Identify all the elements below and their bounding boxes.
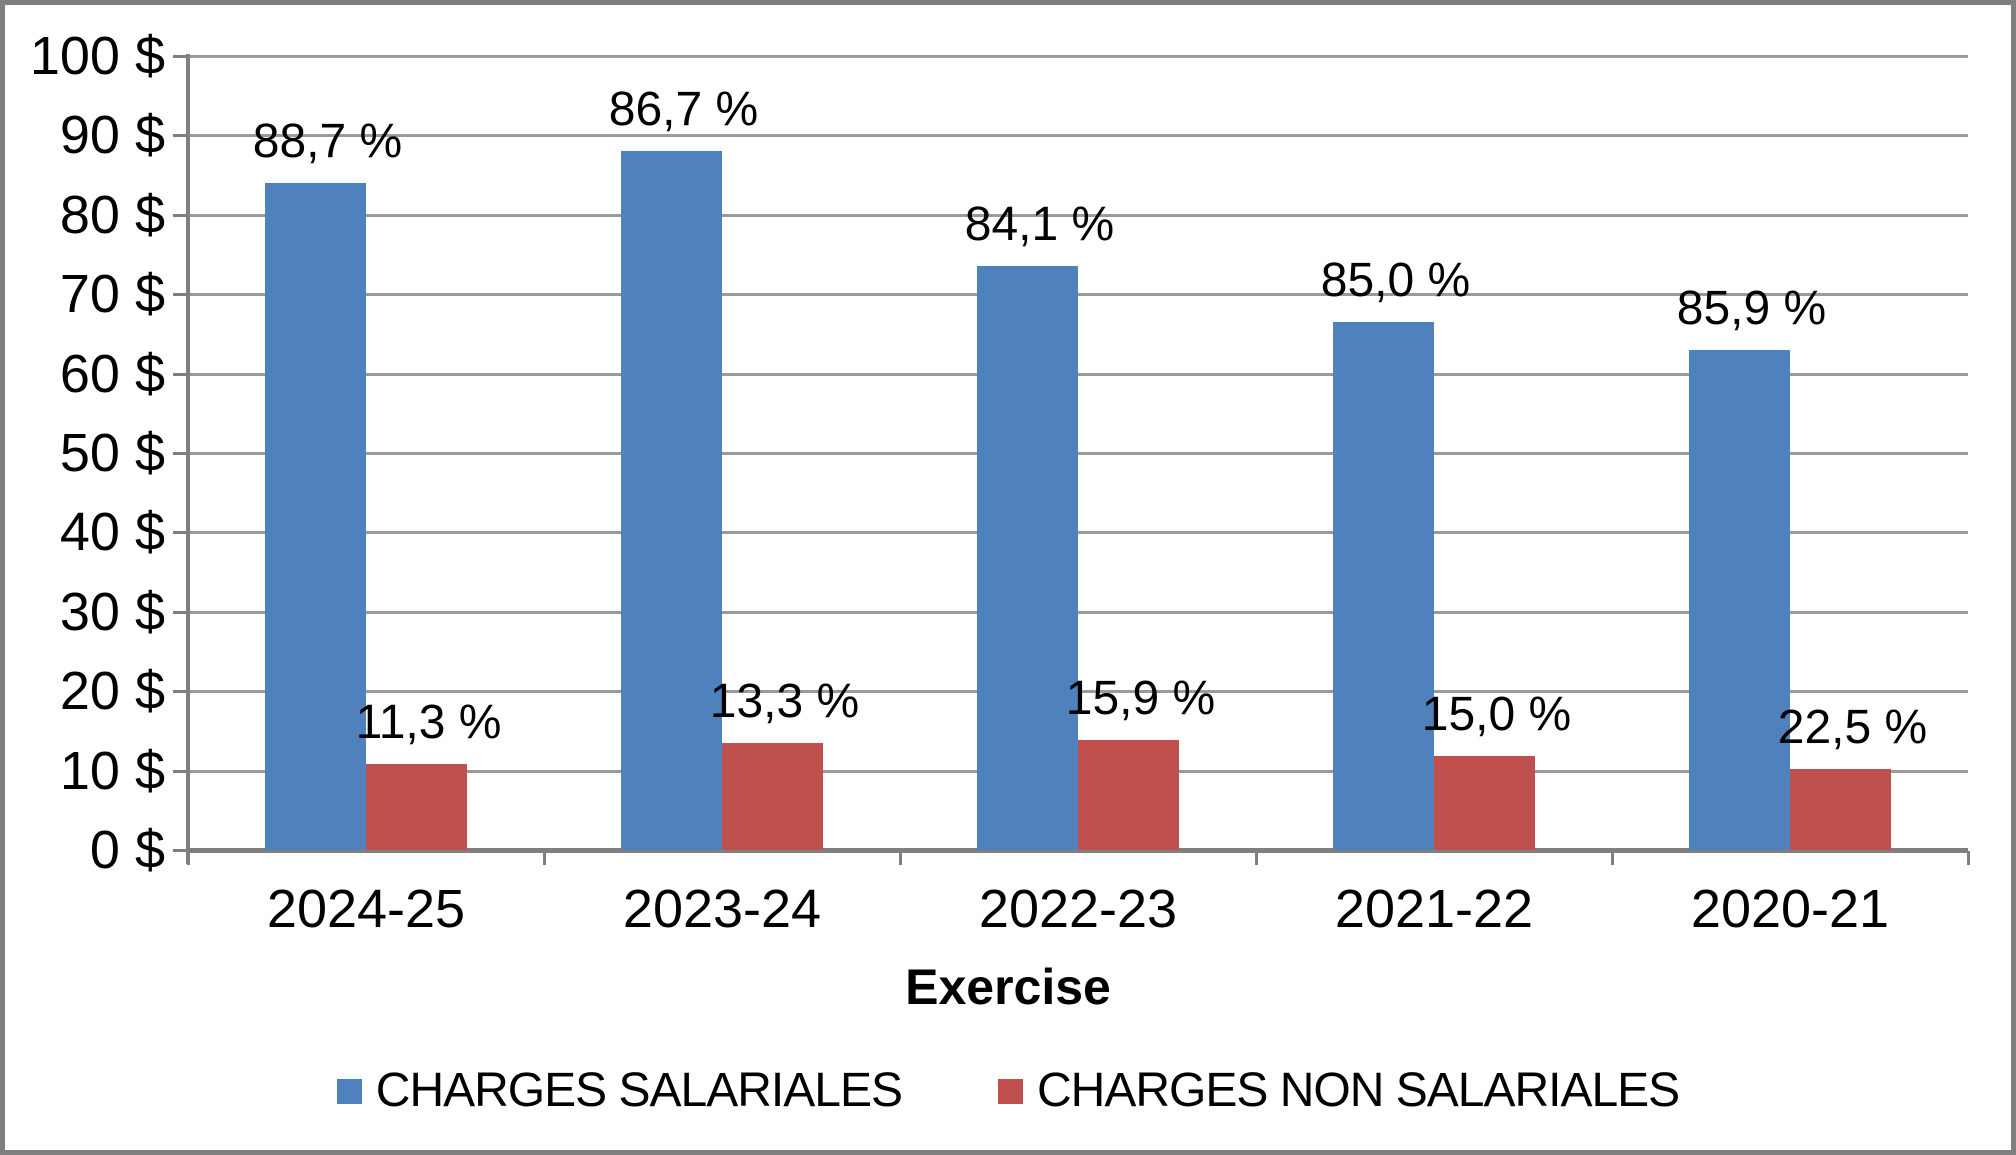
x-axis-title: Exercise: [905, 959, 1111, 1015]
gridline: [188, 531, 1968, 535]
gridline: [188, 134, 1968, 138]
y-tick: [173, 690, 188, 694]
bar-charges-salariales: [621, 151, 722, 850]
x-tick-label: 2023-24: [622, 879, 822, 939]
gridline: [188, 690, 1968, 694]
bar-charges-salariales: [977, 266, 1078, 850]
y-tick-label: 70 $: [59, 264, 165, 325]
gridline: [188, 55, 1968, 58]
gridline: [188, 213, 1968, 217]
y-tick: [173, 769, 188, 773]
legend-item: CHARGES SALARIALES: [336, 1063, 903, 1119]
data-label-charges-non-salariales: 11,3 %: [355, 696, 502, 750]
y-tick-label: 30 $: [59, 581, 165, 642]
data-label-charges-non-salariales: 15,9 %: [1065, 672, 1216, 726]
x-tick: [543, 851, 546, 865]
y-tick: [173, 372, 188, 376]
gridline: [188, 610, 1968, 614]
bar-charges-non-salariales: [1790, 769, 1891, 850]
data-label-charges-salariales: 86,7 %: [608, 83, 759, 137]
x-tick-label: 2021-22: [1334, 879, 1534, 939]
y-tick-label: 40 $: [59, 502, 165, 563]
x-tick: [187, 851, 190, 865]
y-tick: [173, 849, 188, 852]
legend-swatch-icon: [998, 1078, 1023, 1104]
y-tick-label: 80 $: [59, 184, 165, 245]
gridline: [188, 293, 1968, 297]
y-tick: [173, 610, 188, 614]
gridline: [188, 452, 1968, 455]
data-label-charges-non-salariales: 22,5 %: [1777, 701, 1928, 754]
y-tick-label: 60 $: [59, 343, 165, 404]
bar-charges-salariales: [265, 183, 366, 850]
x-axis-line: [188, 848, 1968, 853]
legend-label: CHARGES NON SALARIALES: [1037, 1064, 1680, 1117]
y-tick: [173, 452, 188, 455]
bar-charges-salariales: [1333, 321, 1434, 850]
data-label-charges-salariales: 84,1 %: [964, 198, 1115, 252]
bar-charges-salariales: [1689, 349, 1790, 850]
y-axis-line: [186, 54, 190, 864]
y-tick: [173, 55, 188, 58]
legend-swatch-icon: [336, 1078, 362, 1104]
bar-charges-non-salariales: [722, 742, 823, 850]
y-tick-label: 0 $: [89, 820, 165, 880]
y-tick-label: 10 $: [59, 740, 165, 801]
x-tick-label: 2022-23: [978, 879, 1178, 939]
bar-charges-non-salariales: [1078, 740, 1179, 850]
x-tick-label: 2024-25: [266, 879, 466, 939]
y-tick: [173, 293, 188, 297]
bar-charges-non-salariales: [1434, 756, 1535, 850]
data-label-charges-salariales: 85,9 %: [1676, 281, 1827, 335]
y-tick-label: 20 $: [59, 661, 165, 722]
x-tick: [899, 851, 902, 865]
data-label-charges-non-salariales: 15,0 %: [1421, 688, 1572, 742]
y-tick: [173, 531, 188, 535]
bar-charges-non-salariales: [366, 764, 467, 850]
gridline: [188, 372, 1968, 376]
y-tick-label: 50 $: [59, 423, 165, 483]
y-tick: [173, 134, 188, 138]
data-label-charges-non-salariales: 13,3 %: [709, 674, 860, 728]
legend-item: CHARGES NON SALARIALES: [998, 1063, 1680, 1119]
y-tick: [173, 213, 188, 217]
y-tick-label: 90 $: [59, 105, 165, 166]
data-label-charges-salariales: 88,7 %: [252, 115, 403, 169]
x-tick: [1967, 851, 1970, 865]
x-tick: [1611, 851, 1614, 865]
y-tick-label: 100 $: [29, 26, 165, 86]
x-tick-label: 2020-21: [1690, 879, 1890, 939]
legend-label: CHARGES SALARIALES: [375, 1064, 903, 1117]
legend: CHARGES SALARIALES CHARGES NON SALARIALES: [5, 1063, 2011, 1119]
data-label-charges-salariales: 85,0 %: [1320, 253, 1471, 307]
x-tick: [1255, 851, 1258, 865]
